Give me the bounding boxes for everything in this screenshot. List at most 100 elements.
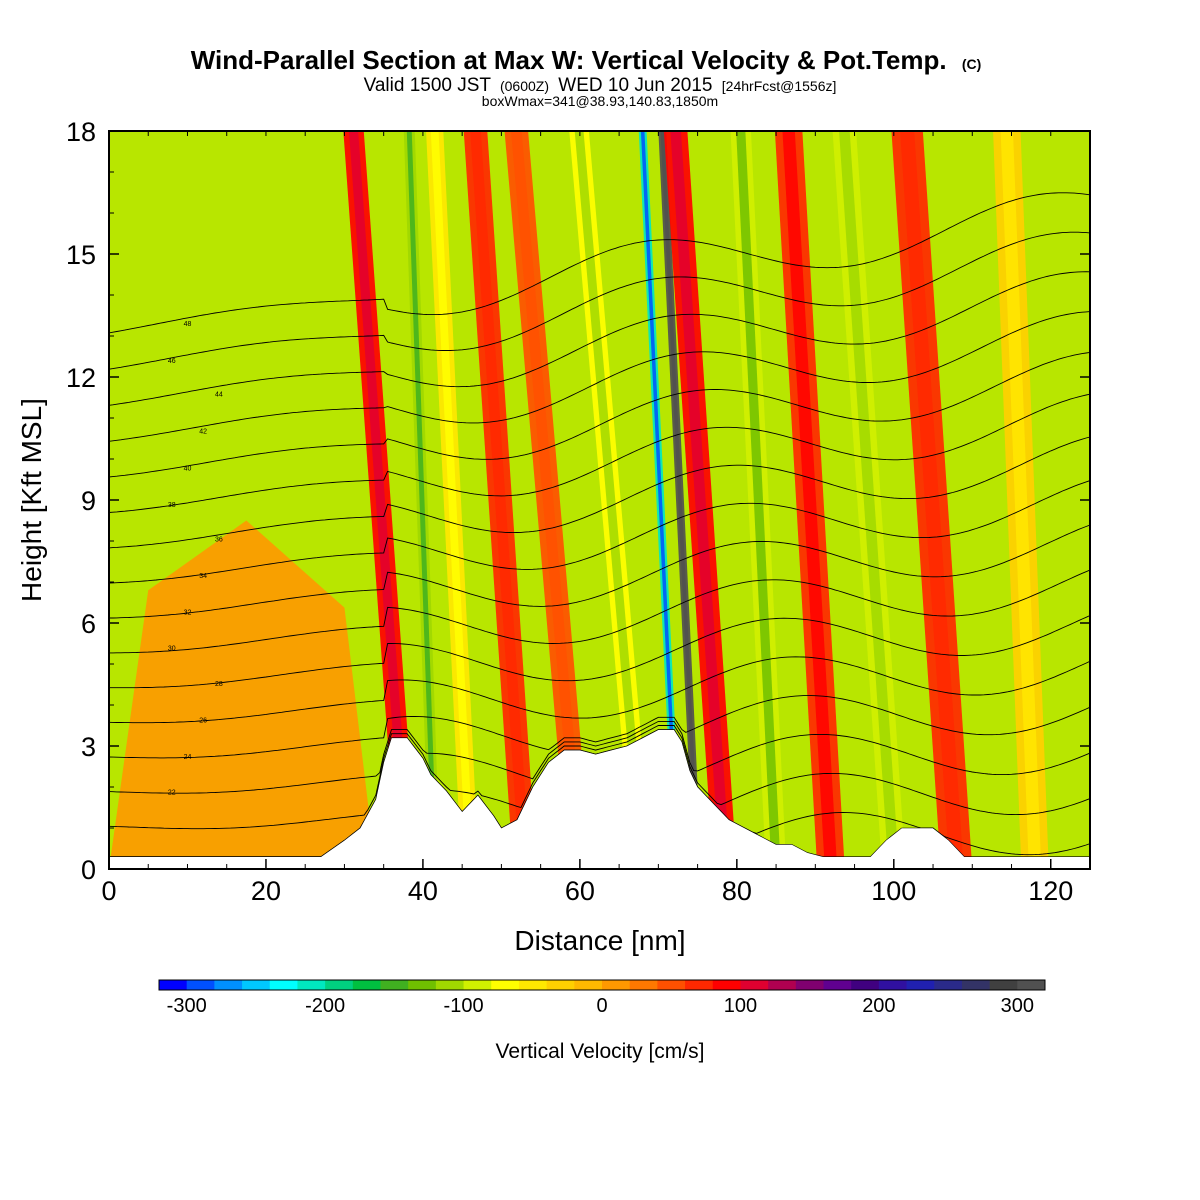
colorbar-swatch (629, 980, 658, 990)
colorbar-swatch (214, 980, 243, 990)
velocity-band-core (670, 131, 731, 869)
velocity-band-core (430, 131, 474, 869)
colorbar-swatch (159, 980, 188, 990)
low-level-updraft-region (109, 520, 376, 869)
velocity-band-core (1000, 131, 1042, 869)
colorbar-tick-label: 100 (724, 995, 757, 1017)
colorbar-tick-label: 300 (1001, 995, 1034, 1017)
colorbar-swatch (352, 980, 381, 990)
colorbar-frame (158, 979, 1046, 991)
theta-contour-label: 32 (184, 610, 192, 617)
theta-contour (109, 524, 1090, 619)
y-tick-label: 18 (66, 117, 96, 147)
colorbar-swatch (934, 980, 963, 990)
theta-contour-label: 44 (215, 391, 223, 398)
colorbar: -300 -200 -100 0 100 200 300 (158, 979, 1046, 1017)
theta-contour-label: 36 (215, 536, 223, 543)
colorbar-swatch (685, 980, 714, 990)
y-axis-label: Height [Kft MSL] (16, 398, 47, 602)
colorbar-tick-label: 200 (862, 995, 895, 1017)
colorbar-swatch (546, 980, 575, 990)
x-tick-label: 60 (565, 876, 595, 906)
x-tick-label: 20 (251, 876, 281, 906)
theta-contour-label: 46 (168, 358, 176, 365)
colorbar-swatch (878, 980, 908, 990)
x-tick-label: 0 (101, 876, 116, 906)
colorbar-swatch (435, 980, 465, 990)
x-axis-label: Distance [nm] (514, 925, 685, 956)
theta-contour-label: 26 (199, 718, 207, 725)
velocity-band-core (640, 131, 680, 869)
subtitle-utc: (0600Z) (500, 78, 549, 94)
colorbar-swatch (906, 980, 935, 990)
theta-contour (109, 436, 1090, 549)
colorbar-swatch (408, 980, 437, 990)
theta-contour (109, 569, 1090, 654)
theta-contour (109, 393, 1090, 513)
svg-text:Valid 1500 JST (0600Z): Valid 1500 JST (0600Z) WED 10 Jun 2015 [… (364, 75, 837, 96)
y-tick-label: 9 (81, 486, 96, 516)
theta-contour (109, 480, 1090, 584)
colorbar-swatch (325, 980, 354, 990)
theta-contour (109, 720, 1090, 794)
colorbar-swatch (380, 980, 409, 990)
colorbar-swatch (242, 980, 271, 990)
theta-contour (109, 695, 1090, 759)
terrain (109, 729, 1090, 869)
theta-contour-label: 38 (168, 502, 176, 509)
theta-contour (109, 231, 1090, 370)
colorbar-swatch (740, 980, 769, 990)
colorbar-swatch (463, 980, 492, 990)
subtitle-forecast: [24hrFcst@1556z] (722, 78, 837, 94)
box-wmax-info: boxWmax=341@38.93,140.83,1850m (482, 93, 718, 109)
colorbar-swatch (795, 980, 824, 990)
colorbar-swatch (269, 980, 298, 990)
velocity-band-core (900, 131, 964, 869)
x-tick-label: 80 (722, 876, 752, 906)
colorbar-swatch (1017, 980, 1046, 990)
colorbar-swatch (657, 980, 686, 990)
velocity-band-core (511, 131, 586, 869)
velocity-band-core (782, 131, 838, 869)
colorbar-swatch (518, 980, 548, 990)
theta-contour-label: 40 (184, 465, 192, 472)
velocity-band-core (736, 131, 781, 869)
colorbar-label: Vertical Velocity [cm/s] (496, 1040, 705, 1063)
y-tick-label: 15 (66, 240, 96, 270)
colorbar-swatch (186, 980, 215, 990)
velocity-band-core (574, 131, 648, 869)
x-tick-label: 120 (1028, 876, 1073, 906)
colorbar-swatch (851, 980, 880, 990)
theta-contour-label: 24 (184, 754, 192, 761)
colorbar-swatch (602, 980, 631, 990)
colorbar-tick-label: 0 (596, 995, 607, 1017)
plot-area: 22 24 26 28 30 32 34 36 38 40 42 44 46 48 (109, 131, 1090, 869)
velocity-field (109, 131, 1049, 869)
colorbar-tick-label: -300 (167, 995, 207, 1017)
theta-contour (109, 656, 1090, 724)
svg-text:Wind-Parallel Section at Max W: Wind-Parallel Section at Max W: Vertical… (191, 45, 982, 75)
colorbar-swatch (297, 980, 326, 990)
theta-contour (109, 351, 1090, 478)
title-group: Wind-Parallel Section at Max W: Vertical… (191, 45, 982, 109)
colorbar-swatch (574, 980, 603, 990)
colorbar-swatch (712, 980, 741, 990)
velocity-band-core (348, 131, 412, 869)
theta-contour-label: 30 (168, 646, 176, 653)
x-tick-label: 40 (408, 876, 438, 906)
colorbar-swatch (823, 980, 852, 990)
chart-title: Wind-Parallel Section at Max W: Vertical… (191, 45, 947, 75)
colorbar-swatch (961, 980, 991, 990)
y-tick-label: 3 (81, 732, 96, 762)
x-axis: 0 20 40 60 80 100 120 (101, 131, 1073, 906)
x-tick-label: 100 (871, 876, 916, 906)
chart-title-mark: (C) (962, 56, 981, 72)
theta-contour (109, 725, 1090, 830)
colorbar-swatch (491, 980, 520, 990)
subtitle-valid: Valid 1500 JST (364, 75, 492, 96)
colorbar-swatch (768, 980, 797, 990)
theta-contours: 22 24 26 28 30 32 34 36 38 40 42 44 46 48 (109, 192, 1090, 858)
theta-contour (109, 615, 1090, 689)
